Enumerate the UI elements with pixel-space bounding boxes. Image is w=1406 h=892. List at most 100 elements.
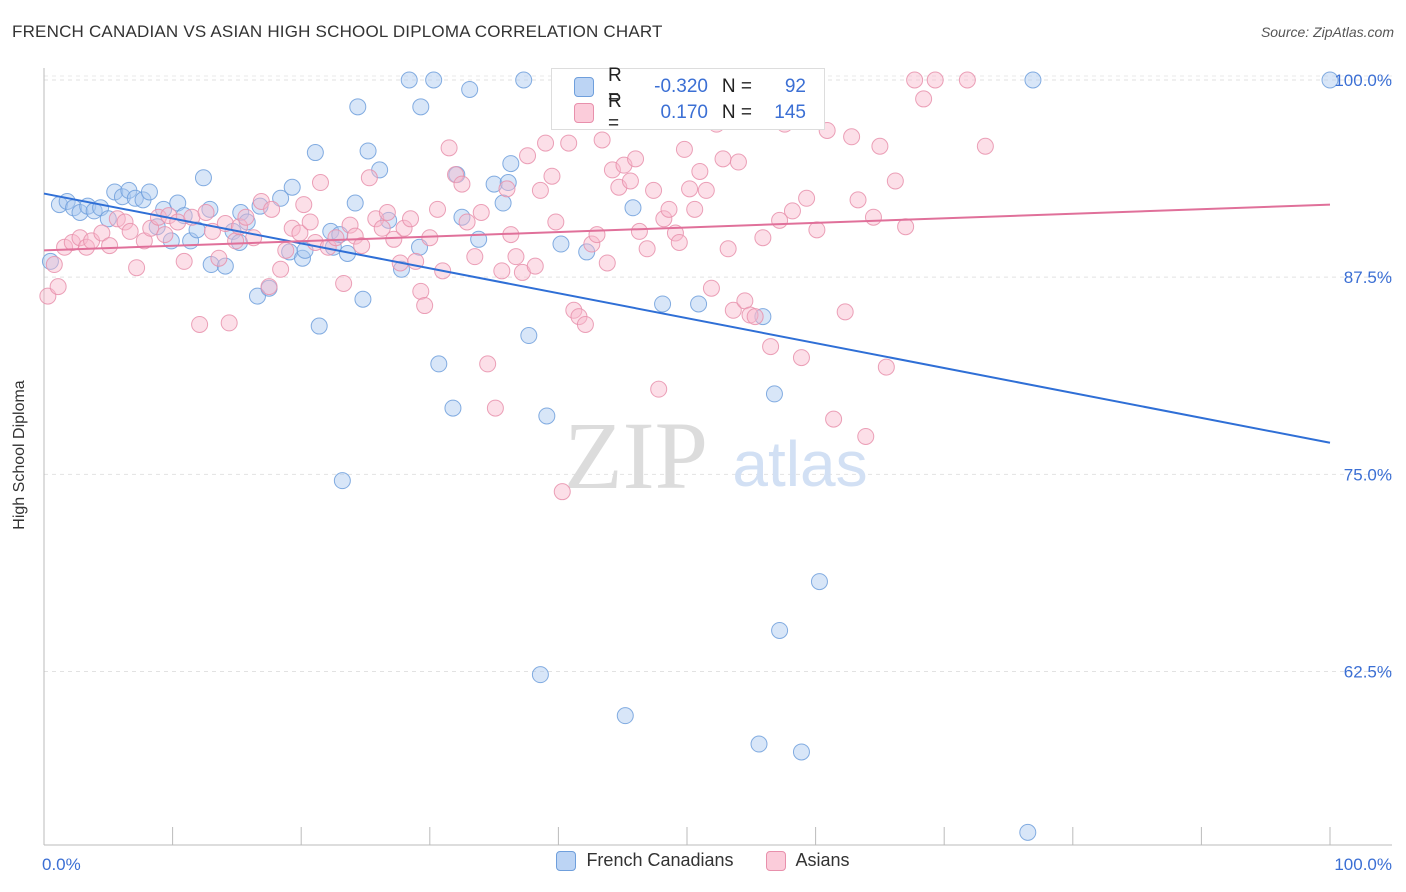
french-canadian-point — [520, 327, 538, 345]
legend-r-label: R = — [608, 65, 622, 108]
legend-r-label: R = — [608, 91, 622, 134]
french-canadian-point — [354, 290, 372, 308]
legend-r-value: -0.320 — [654, 76, 708, 97]
french-canadian-point — [232, 203, 250, 221]
series-legend: French Canadians Asians — [0, 850, 1406, 871]
french-canadian-point — [502, 155, 520, 173]
asian-point — [210, 249, 228, 267]
legend-swatch-asians — [765, 850, 786, 871]
french-canadian-point — [771, 621, 789, 639]
asian-point — [385, 230, 403, 248]
legend-item-asians[interactable]: Asians — [765, 850, 850, 871]
french-canadian-point — [430, 355, 448, 373]
axes — [43, 68, 1392, 846]
french-canadian-point — [359, 142, 377, 160]
trend-lines — [43, 192, 1331, 444]
tick-labels: 100.0% 87.5% 75.0% 62.5% 0.0% 100.0% — [42, 71, 1392, 874]
legend-n-value: 92 — [784, 76, 806, 97]
asian-point — [543, 167, 561, 185]
asian-point — [825, 410, 843, 428]
french-canadian-point — [690, 295, 708, 313]
asian-point — [220, 314, 238, 332]
french-canadian-point — [333, 472, 351, 490]
french-canadian-point — [412, 98, 430, 116]
legend-n-label: N = — [721, 102, 752, 123]
asian-point — [335, 274, 353, 292]
asian-point — [836, 303, 854, 321]
asian-trend-line — [43, 203, 1331, 252]
asian-point — [681, 180, 699, 198]
asian-point — [197, 203, 215, 221]
source-credit: Source: ZipAtlas.com — [1260, 24, 1394, 40]
asian-point — [627, 150, 645, 168]
asian-point — [295, 196, 313, 214]
x-tick-label: 0.0% — [42, 855, 81, 874]
watermark-atlas: atlas — [732, 428, 867, 500]
asian-point — [670, 233, 688, 251]
asian-point — [808, 221, 826, 239]
asian-point — [736, 292, 754, 310]
y-tick-label: 62.5% — [1344, 662, 1392, 681]
legend-n-label: N = — [721, 76, 752, 97]
asian-point — [121, 222, 139, 240]
french-canadian-point — [654, 295, 672, 313]
french-canadian-point — [792, 743, 810, 761]
legend-item-french-canadians[interactable]: French Canadians — [556, 850, 734, 871]
asian-point — [93, 224, 111, 242]
french-canadian-point — [248, 287, 266, 305]
asian-point — [583, 235, 601, 253]
asian-point — [621, 172, 639, 190]
asian-point — [341, 216, 359, 234]
asian-point — [655, 210, 673, 228]
asian-point — [416, 297, 434, 315]
data-points — [39, 71, 1339, 841]
asian-point — [395, 219, 413, 237]
asian-point — [702, 279, 720, 297]
asian-point — [843, 128, 861, 146]
french-canadian-trend-line — [43, 192, 1331, 444]
asian-point — [272, 260, 290, 278]
asian-point — [691, 162, 709, 180]
asian-point — [402, 210, 420, 228]
asian-point — [724, 301, 742, 319]
asian-point — [429, 200, 447, 218]
asian-point — [440, 139, 458, 157]
asian-point — [630, 222, 648, 240]
asian-point — [116, 213, 134, 231]
french-canadian-point — [346, 194, 364, 212]
french-canadian-point — [400, 71, 418, 89]
y-tick-label: 100.0% — [1334, 71, 1392, 90]
asian-point — [156, 226, 174, 244]
french-canadian-point — [194, 169, 212, 187]
asian-point — [638, 240, 656, 258]
french-canadian-point — [306, 144, 324, 162]
asian-point — [531, 181, 549, 199]
y-tick-label: 87.5% — [1344, 268, 1392, 287]
french-canadian-point — [99, 210, 117, 228]
asian-point — [588, 226, 606, 244]
legend-label-asians: Asians — [795, 850, 850, 870]
french-canadian-point — [283, 178, 301, 196]
asian-point — [697, 181, 715, 199]
asian-point — [864, 208, 882, 226]
french-canadian-point — [349, 98, 367, 116]
asian-point — [237, 208, 255, 226]
asian-point — [507, 248, 525, 266]
legend-row-french-canadians: R = -0.320 N = 92 — [574, 65, 806, 108]
legend-swatch-french-canadians — [556, 850, 577, 871]
asian-point — [762, 338, 780, 356]
french-canadian-point — [624, 199, 642, 217]
asian-point — [926, 71, 944, 89]
asian-point — [458, 213, 476, 231]
asian-point — [378, 203, 396, 221]
french-canadian-point — [750, 735, 768, 753]
asian-point — [798, 189, 816, 207]
asian-point — [857, 427, 875, 445]
asian-point — [311, 174, 329, 192]
asian-point — [537, 134, 555, 152]
french-canadian-point — [1024, 71, 1042, 89]
asian-point — [958, 71, 976, 89]
french-canadian-point — [453, 208, 471, 226]
asian-point — [650, 380, 668, 398]
